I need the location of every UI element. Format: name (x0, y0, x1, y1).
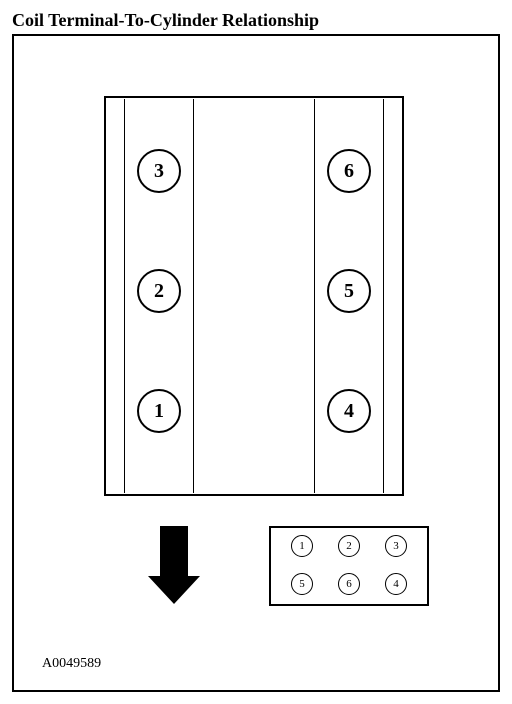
diagram-frame: A0049589 3 6 2 5 1 4 1 2 3 5 6 4 (12, 34, 500, 692)
cylinder-label: 5 (344, 280, 354, 303)
terminal-circle: 4 (385, 573, 407, 595)
cylinder-circle: 3 (137, 149, 181, 193)
terminal-circle: 5 (291, 573, 313, 595)
terminal-label: 6 (346, 578, 352, 590)
terminal-label: 5 (299, 578, 305, 590)
cylinder-circle: 5 (327, 269, 371, 313)
terminal-label: 4 (393, 578, 399, 590)
terminal-circle: 2 (338, 535, 360, 557)
cylinder-circle: 4 (327, 389, 371, 433)
cylinder-circle: 2 (137, 269, 181, 313)
reference-id: A0049589 (42, 656, 101, 672)
cylinder-label: 2 (154, 280, 164, 303)
terminal-label: 1 (299, 540, 305, 552)
diagram-title: Coil Terminal-To-Cylinder Relationship (12, 10, 319, 31)
cylinder-label: 4 (344, 400, 354, 423)
cylinder-label: 3 (154, 160, 164, 183)
terminal-circle: 6 (338, 573, 360, 595)
cylinder-label: 6 (344, 160, 354, 183)
cylinder-circle: 1 (137, 389, 181, 433)
cylinder-label: 1 (154, 400, 164, 423)
terminal-circle: 3 (385, 535, 407, 557)
front-arrow-icon (148, 526, 200, 604)
cylinder-circle: 6 (327, 149, 371, 193)
terminal-circle: 1 (291, 535, 313, 557)
terminal-label: 2 (346, 540, 352, 552)
terminal-label: 3 (393, 540, 399, 552)
